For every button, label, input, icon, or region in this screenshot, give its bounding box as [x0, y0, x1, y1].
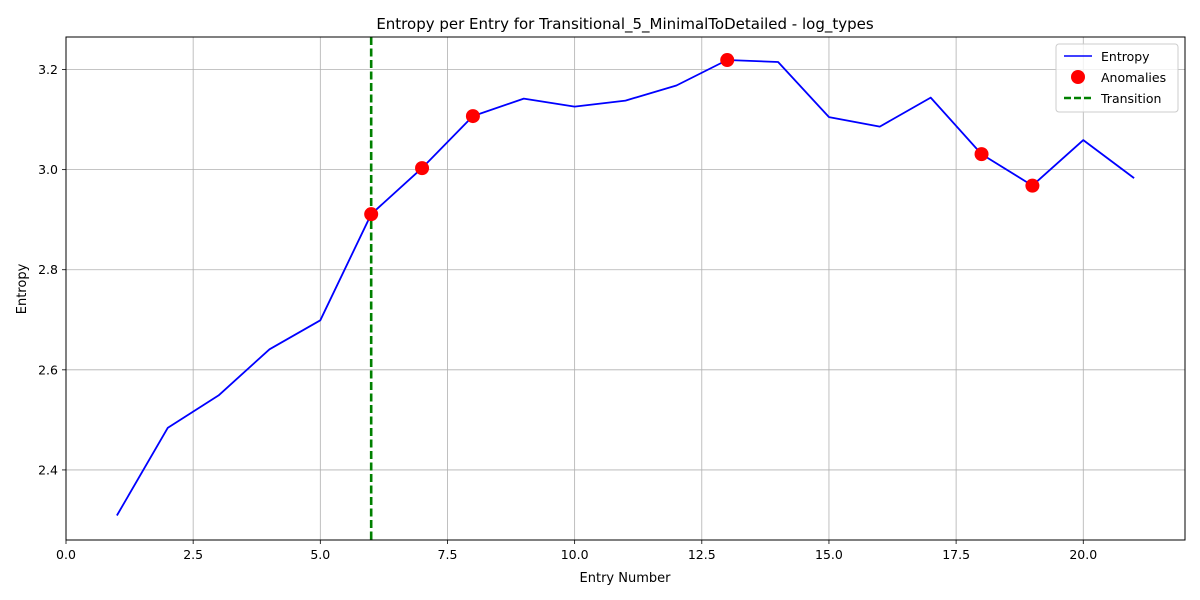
grid-layer: [65, 37, 1185, 540]
y-tick-label: 2.8: [38, 262, 58, 277]
anomaly-point: [1025, 178, 1040, 193]
plot-frame: [65, 36, 1186, 541]
y-tick-label: 3.2: [38, 62, 58, 77]
legend-transition-label: Transition: [1100, 91, 1161, 106]
legend-entropy-label: Entropy: [1101, 49, 1150, 64]
x-tick-label: 0.0: [56, 547, 76, 562]
x-tick-label: 15.0: [815, 547, 843, 562]
anomaly-point: [465, 109, 480, 124]
anomaly-point: [720, 53, 735, 68]
legend-anomalies-label: Anomalies: [1101, 70, 1166, 85]
x-tick-label: 10.0: [561, 547, 589, 562]
y-axis-label: Entropy: [15, 263, 30, 314]
legend-anomalies-swatch: [1071, 70, 1085, 84]
anomaly-point: [364, 207, 379, 222]
x-tick-label: 20.0: [1069, 547, 1097, 562]
x-axis-label: Entry Number: [580, 571, 672, 586]
plot-layer: [116, 37, 1135, 540]
x-tick-label: 17.5: [942, 547, 970, 562]
x-tick-label: 12.5: [688, 547, 716, 562]
y-tick-label: 2.6: [38, 362, 58, 377]
legend-box: [1055, 43, 1179, 113]
y-tick-label: 2.4: [38, 462, 58, 477]
entropy-series-line: [116, 59, 1135, 516]
y-tick-label: 3.0: [38, 162, 58, 177]
tick-layer: 0.0 2.5 5.0 7.5 10.0 12.5 15.0 17.5 20.0 2.4 2.6 2.…: [38, 62, 1097, 562]
x-tick-label: 5.0: [310, 547, 330, 562]
anomaly-point: [974, 147, 989, 162]
x-tick-label: 2.5: [183, 547, 203, 562]
x-tick-label: 7.5: [438, 547, 458, 562]
chart-title: Entropy per Entry for Transitional_5_Min…: [376, 15, 874, 34]
legend: Entropy Anomalies Transition: [1055, 43, 1179, 113]
anomaly-point: [415, 161, 430, 176]
